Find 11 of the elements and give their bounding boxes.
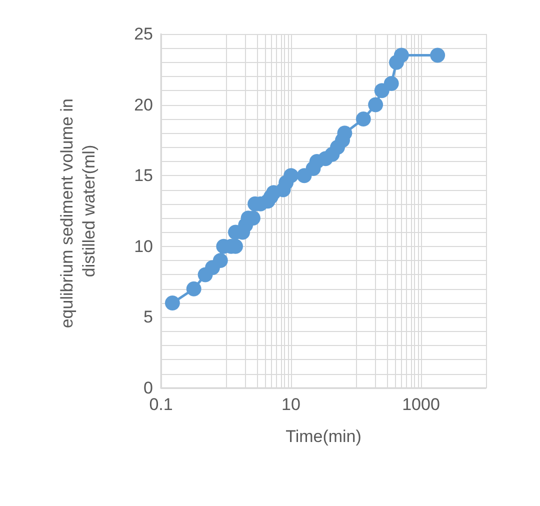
y-tick-label: 25 — [134, 24, 153, 44]
y-tick-label: 10 — [134, 236, 153, 256]
y-tick-label: 20 — [134, 95, 153, 114]
x-tick-label: 0.1 — [149, 395, 173, 414]
y-tick-label: 5 — [144, 308, 153, 327]
x-tick-label: 1000 — [402, 395, 440, 414]
x-axis-title: Time(min) — [286, 427, 362, 446]
x-tick-label: 10 — [282, 395, 300, 414]
y-tick-label: 0 — [144, 378, 153, 398]
y-axis-title: equlibrium sediment volume in distilled water(ml) — [58, 94, 98, 328]
y-tick-label: 15 — [134, 166, 153, 186]
